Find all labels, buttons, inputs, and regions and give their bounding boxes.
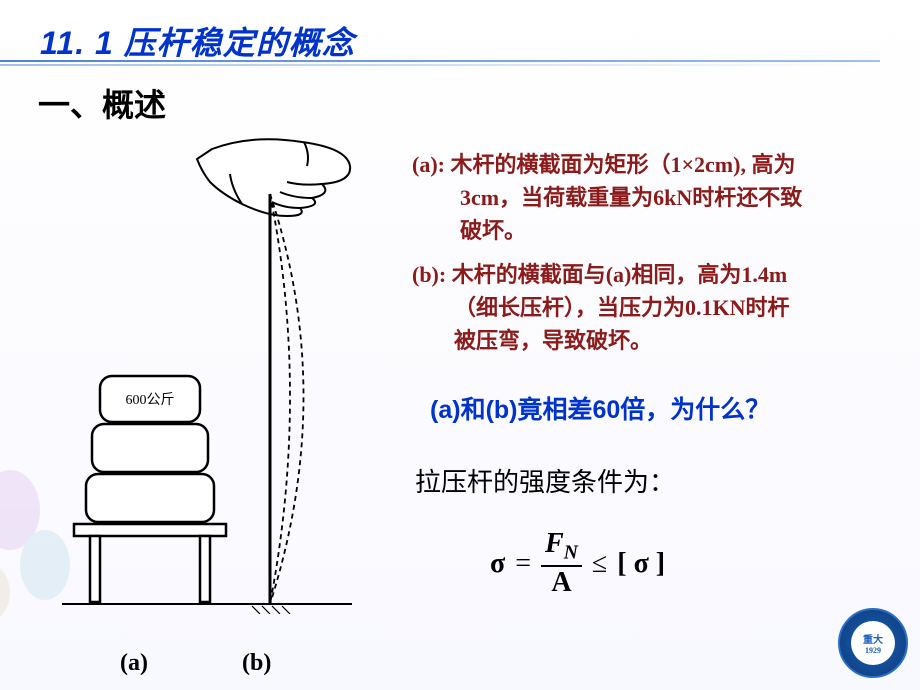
university-logo: 重大 1929	[838, 608, 908, 678]
formula-eq: =	[515, 548, 531, 580]
q-a: (a)	[430, 396, 461, 424]
formula-leq: ≤	[592, 548, 607, 580]
formula-denominator: A	[551, 567, 571, 597]
weight-label: 600公斤	[126, 392, 175, 408]
q-b: (b)	[486, 396, 518, 424]
description-b: (b): 木杆的横截面与(a)相同，高为1.4m （细长压杆），当压力为0.1K…	[412, 258, 902, 357]
formula-num-sub: N	[564, 543, 578, 564]
strength-condition-label: 拉压杆的强度条件为：	[415, 462, 675, 499]
q-mid: 和	[461, 396, 486, 424]
logo-text: 重大	[863, 631, 883, 646]
desc-b-line1: 木杆的横截面与(a)相同，高为1.4m	[452, 262, 787, 287]
slide-title: 11. 1 压杆稳定的概念	[40, 18, 355, 64]
stress-formula: σ = FN A ≤ [ σ ]	[490, 530, 665, 597]
formula-rhs: [ σ ]	[617, 548, 665, 580]
caption-b: (b)	[242, 650, 271, 677]
desc-b-line2: （细长压杆），当压力为0.1KN时杆	[412, 291, 902, 324]
description-a: (a): 木杆的横截面为矩形（1×2cm), 高为 3cm，当荷载重量为6kN时…	[412, 148, 902, 247]
desc-a-label: (a):	[412, 152, 450, 177]
formula-numerator: F	[545, 528, 564, 559]
caption-a: (a)	[120, 650, 148, 677]
section-heading: 一、概述	[38, 80, 166, 126]
desc-a-line3: 破坏。	[412, 214, 902, 247]
comparison-question: (a)和(b)竟相差60倍，为什么？	[430, 390, 770, 426]
q-text: 竟相差60倍，为什么？	[518, 396, 771, 424]
logo-year: 1929	[865, 646, 881, 655]
desc-a-line2: 3cm，当荷载重量为6kN时杆还不致	[412, 181, 902, 214]
desc-b-label: (b):	[412, 262, 452, 287]
formula-fraction: FN A	[541, 530, 582, 597]
formula-lhs: σ	[490, 548, 505, 580]
title-underline-shadow	[0, 64, 880, 66]
column-buckling-diagram: 600公斤	[52, 134, 372, 614]
title-underline	[0, 60, 880, 62]
desc-a-line1: 木杆的横截面为矩形（1×2cm), 高为	[450, 152, 795, 177]
desc-b-line3: 被压弯，导致破坏。	[412, 324, 902, 357]
